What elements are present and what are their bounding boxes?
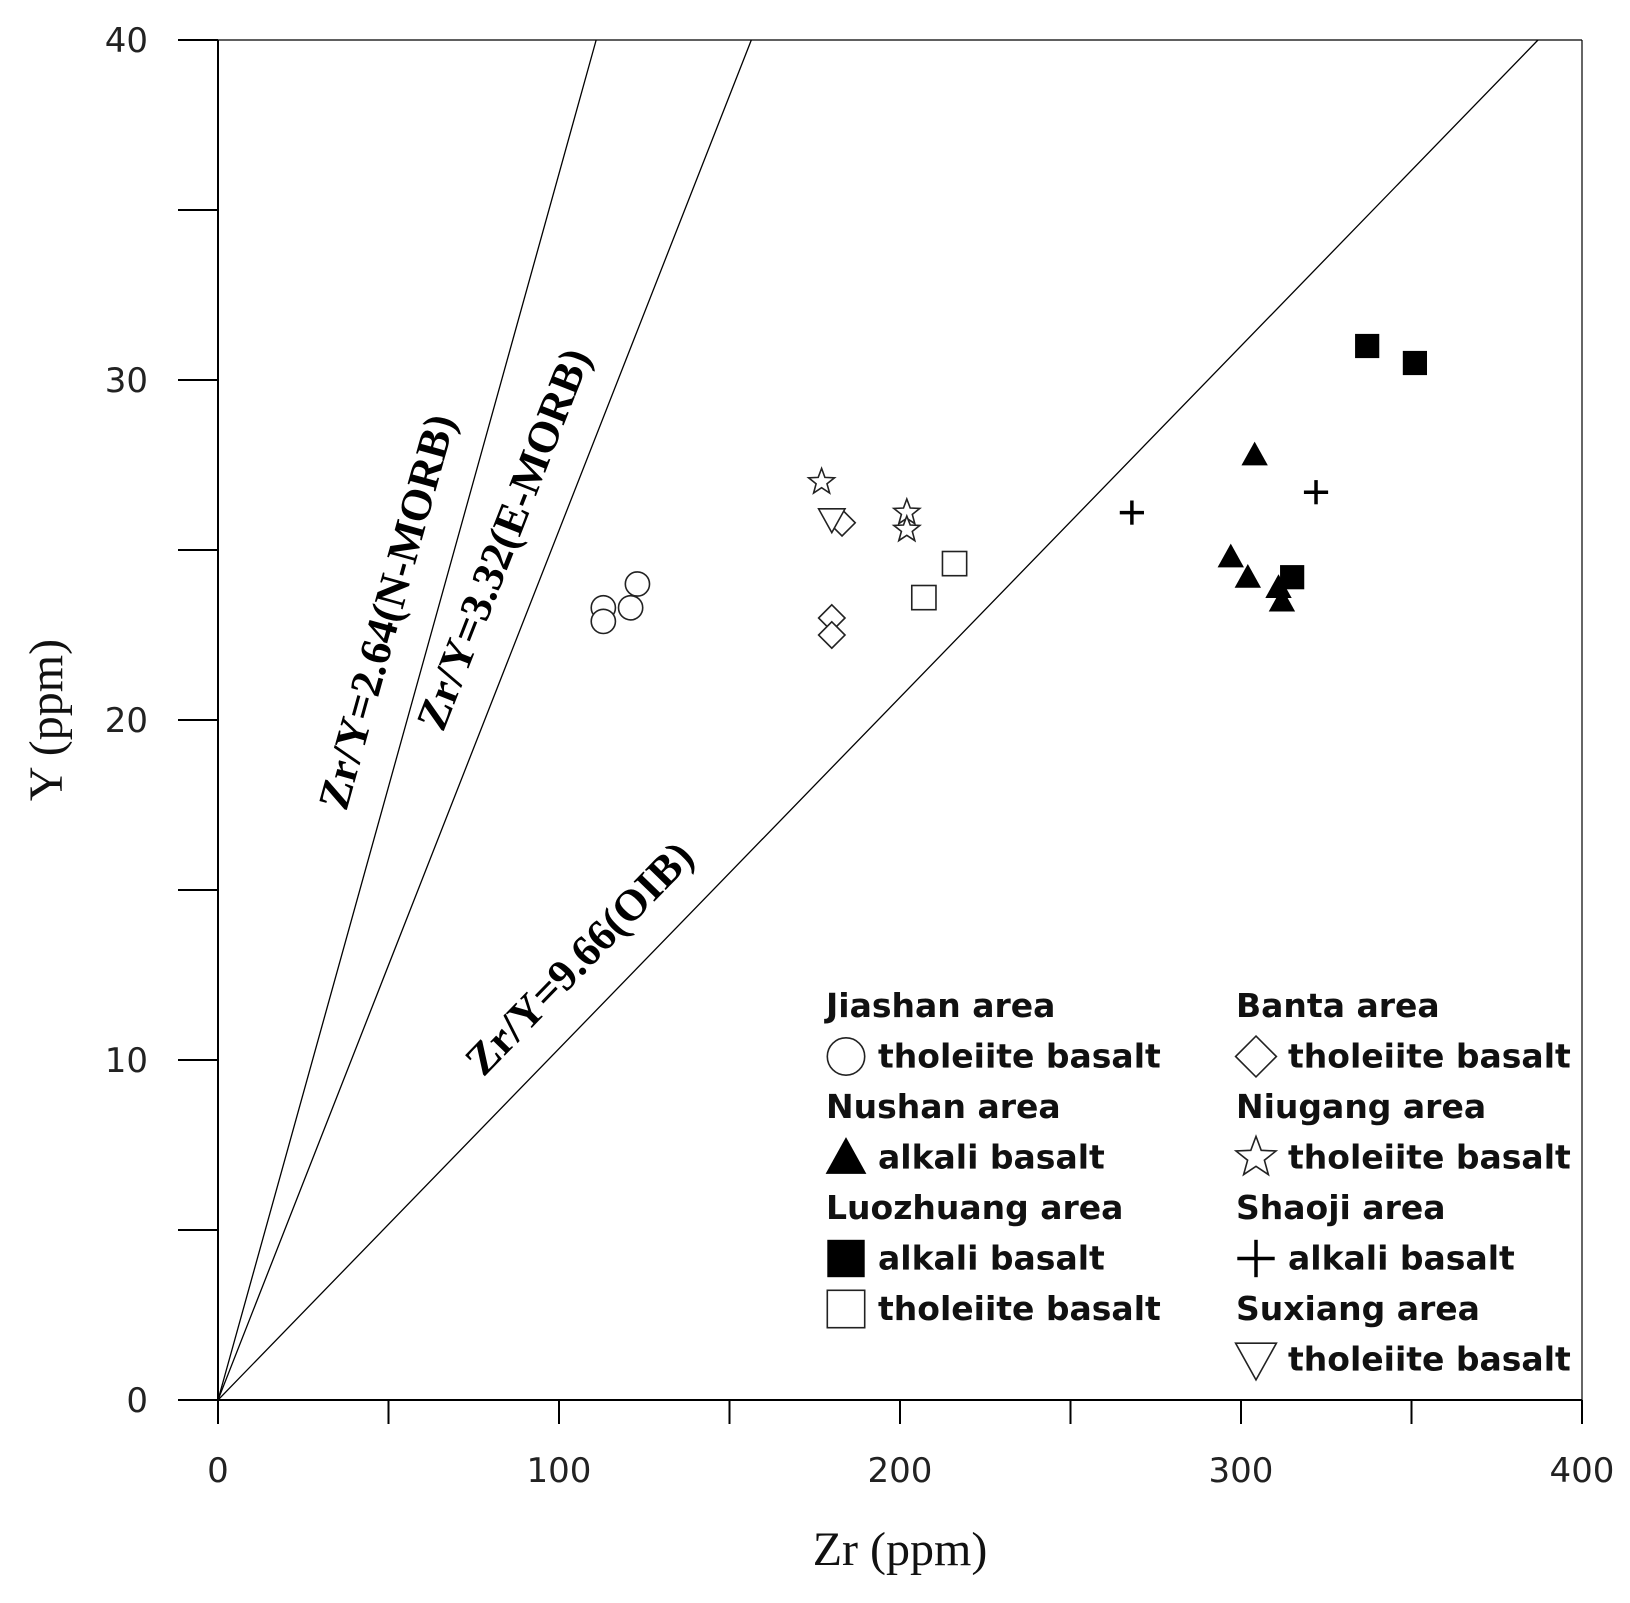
legend-entry-label: tholeiite basalt [1288,1037,1571,1076]
series-star-open [806,466,922,543]
legend-area-title: Suxiang area [1236,1289,1480,1328]
data-point [1234,564,1262,588]
legend-entry-label: alkali basalt [878,1239,1105,1278]
data-point [590,608,617,635]
reference-line [217,39,597,1401]
data-point [1119,500,1144,525]
x-axis-title: Zr (ppm) [813,1523,988,1576]
data-points [590,333,1428,650]
reference-line-label: Zr/Y=2.64(N-MORB) [309,409,465,815]
series-square-filled [1280,333,1428,590]
legend-marker [1234,1342,1278,1382]
data-point [806,466,837,495]
legend-marker [1237,1239,1275,1278]
data-point [1265,574,1292,598]
y-tick-label: 40 [105,21,148,61]
legend-marker [826,1037,866,1077]
series-plus [1119,480,1329,525]
series-triangle-down-open [817,508,847,535]
y-tick-label: 10 [105,1041,148,1081]
legend-area-title: Luozhuang area [826,1188,1123,1227]
data-point [1241,441,1268,466]
x-tick-label: 200 [868,1451,933,1491]
legend-area-title: Niugang area [1236,1087,1486,1126]
legend: Jiashan area tholeiite basalt Nushan area a… [824,986,1571,1382]
y-axis-title: Y (ppm) [20,639,73,801]
data-point [1268,587,1296,612]
series-diamond-open [817,508,857,650]
legend-entry-label: alkali basalt [878,1138,1105,1177]
legend-marker [826,1289,866,1329]
series-circle-open [590,571,651,635]
data-point [910,584,937,611]
data-point [817,508,847,535]
legend-entry-label: alkali basalt [1288,1239,1515,1278]
data-point [1280,565,1305,590]
x-tick-label: 100 [527,1451,592,1491]
data-point [1402,350,1428,376]
legend-entry-label: tholeiite basalt [878,1289,1161,1328]
legend-area-title: Jiashan area [824,986,1055,1025]
series-square-open [910,550,968,611]
legend-marker [1233,1134,1279,1177]
reference-line-label: Zr/Y=9.66(OIB) [455,832,703,1085]
legend-entry-label: tholeiite basalt [1288,1138,1571,1177]
data-point [891,513,922,543]
legend-entry-label: tholeiite basalt [1288,1340,1571,1379]
data-point [624,571,651,597]
data-point [617,594,644,621]
x-tick-label: 0 [207,1451,229,1491]
data-point [941,550,968,577]
legend-marker [825,1137,867,1174]
y-tick-label: 0 [126,1381,148,1421]
x-tick-label: 300 [1209,1451,1274,1491]
data-point [1303,480,1329,505]
legend-entry-label: tholeiite basalt [878,1037,1161,1076]
legend-area-title: Shaoji area [1236,1188,1446,1227]
x-tick-label: 400 [1550,1451,1615,1491]
legend-marker [827,1239,865,1278]
data-point [1355,333,1380,359]
legend-marker [1234,1034,1278,1079]
data-point [817,620,847,650]
reference-line-label: Zr/Y=3.32(E-MORB) [407,342,601,737]
y-tick-label: 20 [105,701,148,741]
data-point [1217,543,1244,568]
series-triangle-filled [1217,441,1296,612]
legend-area-title: Nushan area [826,1087,1061,1126]
reference-line [217,39,752,1401]
axes: 0 100 200 300 400 0 10 20 30 40 [105,21,1615,1491]
reference-line [217,39,1539,1401]
legend-area-title: Banta area [1236,986,1440,1025]
y-tick-label: 30 [105,361,148,401]
